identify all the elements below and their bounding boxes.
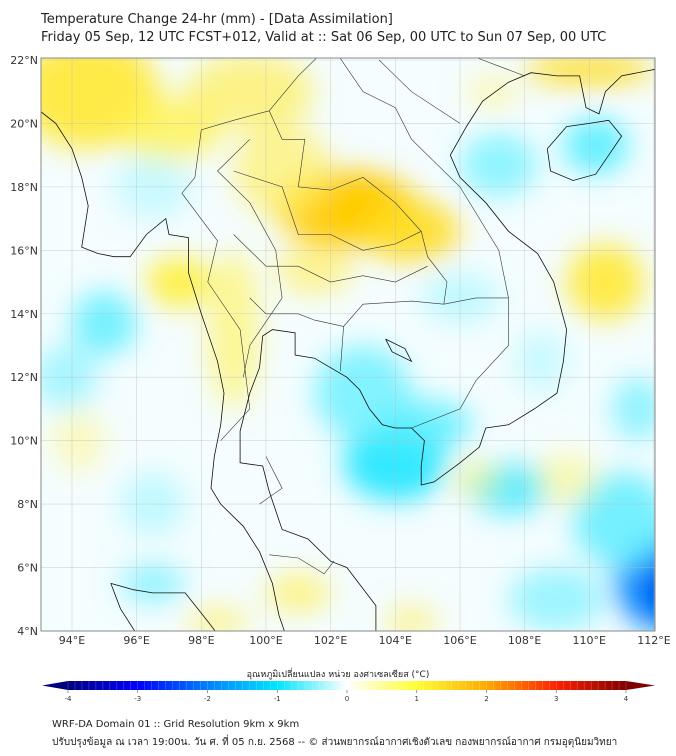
boundary-line: [268, 58, 317, 111]
temperature-anomaly-area: [450, 459, 502, 498]
longitude-label: 110°E: [573, 634, 606, 647]
temperature-anomaly-area: [508, 567, 606, 631]
latitude-label: 20°N: [10, 117, 38, 130]
footer-model-info: WRF-DA Domain 01 :: Grid Resolution 9km …: [52, 719, 300, 730]
map-title: Temperature Change 24-hr (mm) - [Data As…: [41, 12, 393, 27]
latitude-label: 16°N: [10, 244, 38, 257]
latitude-label: 14°N: [10, 308, 38, 321]
boundary-line: [259, 456, 283, 505]
temperature-anomaly-area: [233, 123, 331, 219]
temperature-anomaly-area: [185, 608, 250, 631]
boundary-line: [268, 110, 448, 305]
latitude-label: 4°N: [17, 625, 38, 638]
temperature-anomaly-area: [117, 98, 221, 162]
colorbar: -4 -3 -2 -1 0 1 2 3 4: [42, 681, 655, 703]
longitude-label: 94°E: [59, 634, 85, 647]
latitude-label: 18°N: [10, 181, 38, 194]
boundary-line: [269, 554, 335, 575]
coastline: [41, 111, 285, 631]
latitude-labels: 22°N 20°N 18°N 16°N 14°N 12°N 10°N 8°N 6°N 4°N: [10, 54, 38, 638]
longitude-label: 96°E: [123, 634, 149, 647]
latitude-label: 12°N: [10, 371, 38, 384]
temperature-anomaly-area: [275, 243, 354, 295]
coastline: [239, 68, 655, 631]
temperature-anomaly-area: [185, 58, 315, 130]
longitude-label: 106°E: [443, 634, 476, 647]
latitude-label: 8°N: [17, 498, 38, 511]
colorbar-tick-label: 1: [415, 695, 419, 703]
boundary-line: [249, 297, 344, 327]
temperature-anomaly-area: [382, 399, 473, 451]
colorbar-tick-label: 4: [624, 695, 629, 703]
temperature-anomaly-area: [611, 377, 655, 441]
temperature-anomaly-area: [120, 564, 186, 603]
coastline: [546, 119, 623, 181]
boundary-line: [411, 297, 509, 429]
temperature-anomaly-area: [466, 72, 519, 111]
longitude-label: 112°E: [637, 634, 670, 647]
colorbar-tick-label: 3: [554, 695, 558, 703]
temperature-change-map: 22°N 20°N 18°N 16°N 14°N 12°N 10°N 8°N 6°N 4°N 94…: [10, 54, 671, 703]
temperature-anomaly-area: [573, 472, 655, 568]
boundary-line: [476, 58, 525, 77]
temperature-anomaly-area: [644, 565, 655, 615]
footer-credit: ปรับปรุงข้อมูล ณ เวลา 19:00น. วัน ศ. ที่…: [52, 737, 618, 748]
boundary-line: [194, 110, 270, 178]
temperature-anomaly-area: [265, 573, 331, 612]
colorbar-tick-label: -2: [204, 695, 211, 703]
coastline: [385, 338, 413, 363]
boundary-line: [339, 58, 509, 298]
coastline: [110, 583, 136, 631]
temperature-anomaly-area: [72, 291, 137, 355]
colorbar-min-extend: [42, 681, 68, 690]
latitude-label: 22°N: [10, 54, 38, 67]
temperature-anomaly-area: [207, 250, 260, 409]
longitude-label: 98°E: [188, 634, 214, 647]
colorbar-tick-label: 0: [345, 695, 349, 703]
longitude-label: 104°E: [379, 634, 412, 647]
longitude-label: 108°E: [508, 634, 541, 647]
latitude-label: 6°N: [17, 562, 38, 575]
temperature-anomaly-area: [146, 256, 212, 308]
longitude-label: 100°E: [249, 634, 282, 647]
temperature-field: [41, 58, 655, 631]
colorbar-tick-label: -1: [274, 695, 281, 703]
colorbar-tick-label: -4: [65, 695, 73, 703]
boundary-line: [217, 139, 283, 378]
map-subtitle: Friday 05 Sep, 12 UTC FCST+012, Valid at…: [41, 30, 607, 45]
longitude-labels: 94°E 96°E 98°E 100°E 102°E 104°E 106°E 108°E 110…: [59, 634, 671, 647]
boundary-line: [181, 177, 251, 441]
temperature-anomaly-area: [362, 199, 460, 264]
boundary-line: [233, 170, 422, 251]
temperature-anomaly-area: [459, 132, 538, 197]
colorbar-tick-label: 2: [484, 695, 488, 703]
longitude-label: 102°E: [314, 634, 347, 647]
colorbar-label: อุณหภูมิเปลี่ยนแปลง หน่วย องศาเซลเซียส (…: [246, 670, 430, 680]
colorbar-tick-label: -3: [134, 695, 141, 703]
boundary-line: [233, 234, 428, 283]
colorbar-max-extend: [626, 681, 655, 690]
temperature-anomaly-area: [385, 605, 438, 631]
coastlines-and-borders: [41, 58, 655, 631]
boundary-line: [378, 59, 461, 124]
latitude-label: 10°N: [10, 435, 38, 448]
temperature-anomaly-area: [566, 243, 645, 321]
temperature-anomaly-area: [534, 453, 599, 505]
boundary-line: [340, 300, 444, 371]
coastline: [110, 583, 216, 631]
temperature-anomaly-area: [563, 117, 629, 175]
map-frame: [40, 57, 656, 632]
